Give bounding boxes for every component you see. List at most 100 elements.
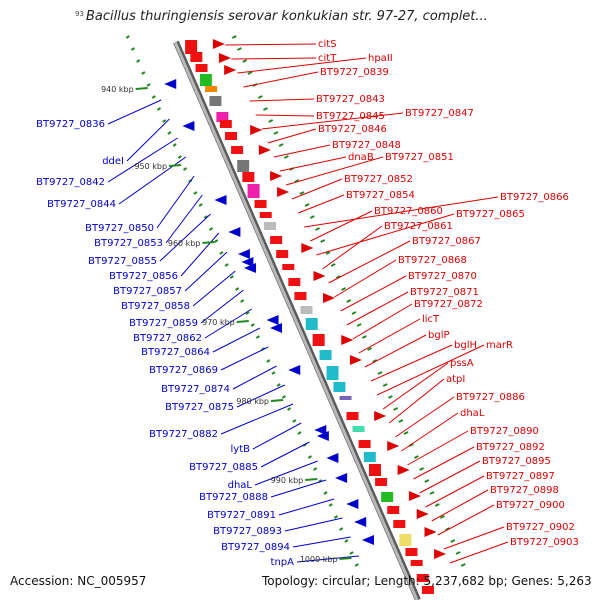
forward-gene-label[interactable]: BT9727_0860 [374,206,443,217]
forward-gene-label[interactable]: BT9727_0898 [490,485,559,496]
forward-gene-label[interactable]: citT [318,53,337,64]
tick-mark [439,515,445,519]
reverse-gene-label[interactable]: BT9727_0869 [149,365,218,376]
forward-gene-label[interactable]: BT9727_0839 [320,67,389,78]
accession-text: Accession: NC_005957 [10,574,147,588]
reverse-gene-label[interactable]: BT9727_0842 [36,177,105,188]
forward-gene-label[interactable]: BT9727_0852 [344,174,413,185]
gene-glyph [410,560,423,566]
forward-gene-arrow [408,491,421,501]
forward-gene-label[interactable]: BT9727_0895 [482,456,551,467]
tick-mark [136,59,141,63]
forward-gene-label[interactable]: BT9727_0903 [510,537,579,548]
reverse-gene-arrow [346,499,359,509]
forward-gene-label[interactable]: dhaL [460,408,485,419]
reverse-gene-label[interactable]: BT9727_0885 [189,462,258,473]
forward-gene-label[interactable]: dnaB [348,152,374,163]
tick-mark [382,383,388,387]
reverse-gene-label[interactable]: BT9727_0856 [109,271,178,282]
forward-gene-label[interactable]: licT [422,314,440,325]
reverse-gene-label[interactable]: BT9727_0850 [85,223,154,234]
forward-gene-label[interactable]: BT9727_0897 [486,471,555,482]
reverse-gene-label[interactable]: BT9727_0882 [149,429,218,440]
reverse-gene-label[interactable]: BT9727_0891 [207,510,276,521]
reverse-gene-label[interactable]: BT9727_0859 [129,318,198,329]
reverse-gene-label[interactable]: BT9727_0874 [161,384,230,395]
tick-mark [323,491,328,495]
reverse-gene-label[interactable]: BT9727_0888 [199,492,268,503]
reverse-gene-label[interactable]: BT9727_0855 [88,256,157,267]
forward-gene-label[interactable]: BT9727_0845 [316,111,385,122]
reverse-gene-label[interactable]: BT9727_0857 [113,286,182,297]
forward-gene-label[interactable]: BT9727_0861 [384,221,453,232]
forward-gene-label[interactable]: BT9727_0848 [332,140,401,151]
forward-leader [352,303,413,340]
reverse-gene-arrow [241,257,254,267]
forward-gene-label[interactable]: BT9727_0886 [456,392,525,403]
tick-mark [335,275,341,279]
forward-gene-label[interactable]: BT9727_0900 [496,500,565,511]
forward-gene-label[interactable]: BT9727_0890 [470,426,539,437]
reverse-gene-label[interactable]: dhaL [228,480,253,491]
scale-label: 960 kbp [168,239,201,248]
forward-leader [279,156,347,172]
reverse-gene-label[interactable]: BT9727_0836 [36,119,105,130]
forward-gene-label[interactable]: BT9727_0867 [412,236,481,247]
forward-gene-label[interactable]: BT9727_0866 [500,192,569,203]
reverse-gene-label[interactable]: BT9727_0894 [221,542,290,553]
reverse-gene-label[interactable]: BT9727_0862 [133,333,202,344]
reverse-gene-label[interactable]: BT9727_0864 [141,347,210,358]
reverse-gene-label[interactable]: lytB [231,444,251,455]
forward-gene-label[interactable]: BT9727_0902 [506,522,575,533]
forward-gene-label[interactable]: BT9727_0843 [316,94,385,105]
forward-gene-label[interactable]: BT9727_0868 [398,255,467,266]
edge-number: 93 [75,10,84,18]
reverse-gene-label[interactable]: ddeI [102,156,124,167]
forward-leader [243,71,319,88]
reverse-leader [260,441,310,468]
tick-mark [292,419,297,423]
forward-gene-label[interactable]: pssA [450,358,474,369]
tick-mark [245,311,250,315]
forward-gene-label[interactable]: BT9727_0851 [385,152,454,163]
tick-mark [450,539,456,543]
tick-mark [219,251,224,255]
forward-gene-label[interactable]: BT9727_0872 [414,299,483,310]
forward-gene-label[interactable]: bglP [428,330,450,341]
reverse-leader [165,194,203,244]
tick-mark [297,431,302,435]
reverse-leader [220,346,269,371]
gene-glyph [363,452,376,462]
reverse-gene-label[interactable]: BT9727_0858 [121,301,190,312]
reverse-gene-label[interactable]: BT9727_0875 [165,402,234,413]
reverse-gene-label[interactable]: BT9727_0844 [47,199,116,210]
forward-gene-label[interactable]: marR [486,340,513,351]
forward-gene-label[interactable]: BT9727_0892 [476,442,545,453]
reverse-gene-label[interactable]: BT9727_0893 [213,526,282,537]
reverse-gene-label[interactable]: tnpA [271,557,295,568]
gene-glyph [288,278,301,286]
forward-gene-label[interactable]: BT9727_0847 [405,108,474,119]
forward-gene-label[interactable]: BT9727_0865 [456,209,525,220]
forward-gene-label[interactable]: atpI [446,374,465,385]
tick-mark [208,227,214,231]
forward-leader [370,344,453,382]
forward-gene-arrow [416,509,429,519]
reverse-gene-label[interactable]: BT9727_0853 [94,238,163,249]
forward-gene-label[interactable]: hpaII [368,53,393,64]
forward-gene-arrow [341,335,354,345]
gene-glyph [242,172,255,182]
forward-gene-label[interactable]: bglH [454,340,477,351]
forward-leader [395,396,455,438]
forward-gene-label[interactable]: BT9727_0854 [346,190,415,201]
forward-leader [310,210,373,242]
scale-tick [135,87,148,90]
tick-mark [313,467,318,471]
tick-mark [398,419,404,423]
forward-gene-label[interactable]: BT9727_0846 [318,124,387,135]
forward-gene-label[interactable]: BT9727_0870 [408,271,477,282]
forward-gene-label[interactable]: BT9727_0871 [410,287,479,298]
forward-gene-label[interactable]: citS [318,39,337,50]
forward-gene-arrow [313,271,326,281]
